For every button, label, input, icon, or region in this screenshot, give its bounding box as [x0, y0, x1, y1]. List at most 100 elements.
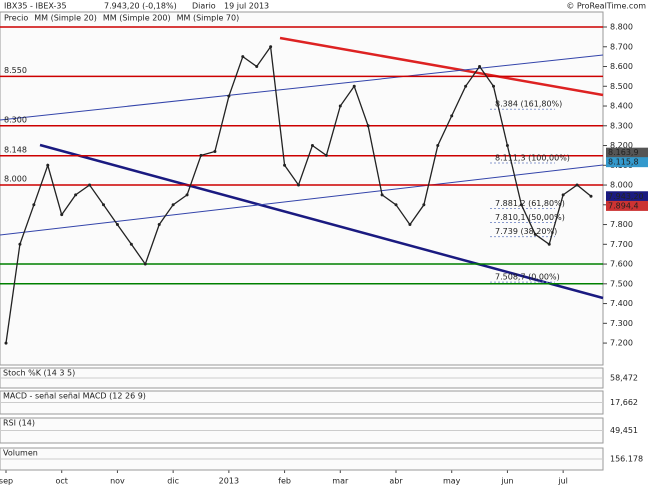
y-tick-label: 8.300: [610, 121, 633, 130]
y-tick-label: 7.300: [610, 319, 633, 328]
price-point: [255, 65, 259, 69]
main-panel: [0, 11, 604, 366]
price-point: [589, 194, 593, 198]
y-tick-label: 7.200: [610, 339, 633, 348]
price-point: [115, 223, 119, 227]
indicator-title: Stoch %K (14 3 5): [3, 369, 75, 378]
y-tick-label: 8.200: [610, 141, 633, 150]
price-point: [505, 144, 509, 148]
price-point: [436, 144, 440, 148]
fibo-label: 8.111,3 (100,00%): [495, 154, 570, 163]
indicator-title: RSI (14): [3, 419, 35, 428]
price-point: [380, 193, 384, 197]
y-tick-label: 8.800: [610, 23, 633, 32]
price-point: [46, 163, 50, 167]
x-tick-label: mar: [332, 477, 349, 486]
trend-line: [0, 164, 604, 236]
fibo-label: 7.739 (38,20%): [495, 227, 557, 236]
price-point: [283, 163, 287, 167]
y-tick-label: 8.600: [610, 62, 633, 71]
indicator-value: 58,472: [610, 374, 638, 383]
y-tick-label: 7.600: [610, 260, 633, 269]
indicator-value: 17,662: [610, 398, 638, 407]
x-tick-label: sep: [0, 477, 13, 486]
price-tag: [606, 157, 648, 168]
price-point: [352, 84, 356, 88]
price-point: [32, 203, 36, 207]
legend-entry: MM (Simple 200): [103, 14, 171, 23]
y-tick-label: 7.500: [610, 279, 633, 288]
y-tick-label: 7.800: [610, 220, 633, 229]
fibo-label: 7.508,7 (0,00%): [495, 273, 560, 282]
date: 19 jul 2013: [224, 2, 269, 11]
price-point: [422, 203, 426, 207]
fibo-label: 7.810,1 (50,00%): [495, 213, 565, 222]
trend-line: [0, 54, 604, 121]
price-point: [408, 223, 412, 227]
price-tag-label: 7.894,4: [608, 201, 639, 210]
brand: © ProRealTime.com: [566, 2, 646, 11]
price-point: [241, 55, 245, 59]
price-point: [464, 84, 468, 88]
price-point: [533, 232, 537, 236]
x-tick-label: jun: [500, 477, 513, 486]
price-tag: [606, 147, 648, 158]
legend-entry: MM (Simple 20): [34, 14, 97, 23]
y-tick-label: 8.700: [610, 42, 633, 51]
price-point: [227, 94, 231, 98]
price-point: [269, 45, 273, 49]
x-tick-label: nov: [110, 477, 125, 486]
y-tick-label: 8.500: [610, 82, 633, 91]
price-point: [18, 242, 22, 246]
y-tick-label: 7.400: [610, 299, 633, 308]
level-label: 8.300: [4, 115, 27, 124]
price-point: [324, 153, 328, 157]
price-point: [478, 65, 482, 69]
price-point: [519, 203, 523, 207]
price-point: [310, 144, 314, 148]
price-tag-label: 7.943,20: [608, 192, 644, 201]
price-point: [366, 124, 370, 128]
price-point: [394, 203, 398, 207]
price-point: [129, 242, 133, 246]
x-tick-label: feb: [278, 477, 291, 486]
y-tick-label: 8.400: [610, 102, 633, 111]
price-point: [561, 193, 565, 197]
price-point: [213, 149, 217, 153]
fibo-label: 8.384 (161,80%): [495, 100, 562, 109]
price-point: [102, 203, 105, 207]
x-tick-label: dic: [167, 477, 179, 486]
level-label: 8.550: [4, 66, 27, 75]
x-tick-label: may: [443, 477, 461, 486]
price-point: [74, 193, 78, 197]
trend-line: [39, 143, 604, 300]
symbol: IBX35 - IBEX-35: [4, 2, 67, 11]
x-tick-label: 2013: [219, 477, 239, 486]
price-point: [199, 153, 203, 157]
price-point: [450, 114, 454, 118]
price-tag-label: 8.163,9: [608, 148, 639, 157]
price-point: [171, 203, 175, 207]
level-label: 8.148: [4, 145, 27, 154]
x-tick-label: abr: [389, 477, 403, 486]
price-point: [4, 341, 8, 345]
level-label: 8.000: [4, 175, 27, 184]
price-point: [297, 183, 300, 187]
price-point: [338, 104, 342, 108]
price-point: [547, 242, 551, 246]
price-point: [88, 183, 92, 187]
indicator-title: Volumen: [3, 449, 38, 458]
y-tick-label: 8.000: [610, 181, 633, 190]
price-point: [575, 183, 579, 187]
trend-line: [279, 36, 604, 97]
price-point: [492, 84, 495, 88]
indicator-value: 156.178: [610, 455, 643, 464]
price-point: [157, 223, 161, 227]
price-point: [143, 262, 147, 266]
legend-entry: Precio: [4, 14, 28, 23]
y-tick-label: 7.700: [610, 240, 633, 249]
indicator-value: 49,451: [610, 426, 638, 435]
period: Diario: [192, 2, 216, 11]
indicator-title: MACD - señal señal MACD (12 26 9): [3, 392, 146, 401]
